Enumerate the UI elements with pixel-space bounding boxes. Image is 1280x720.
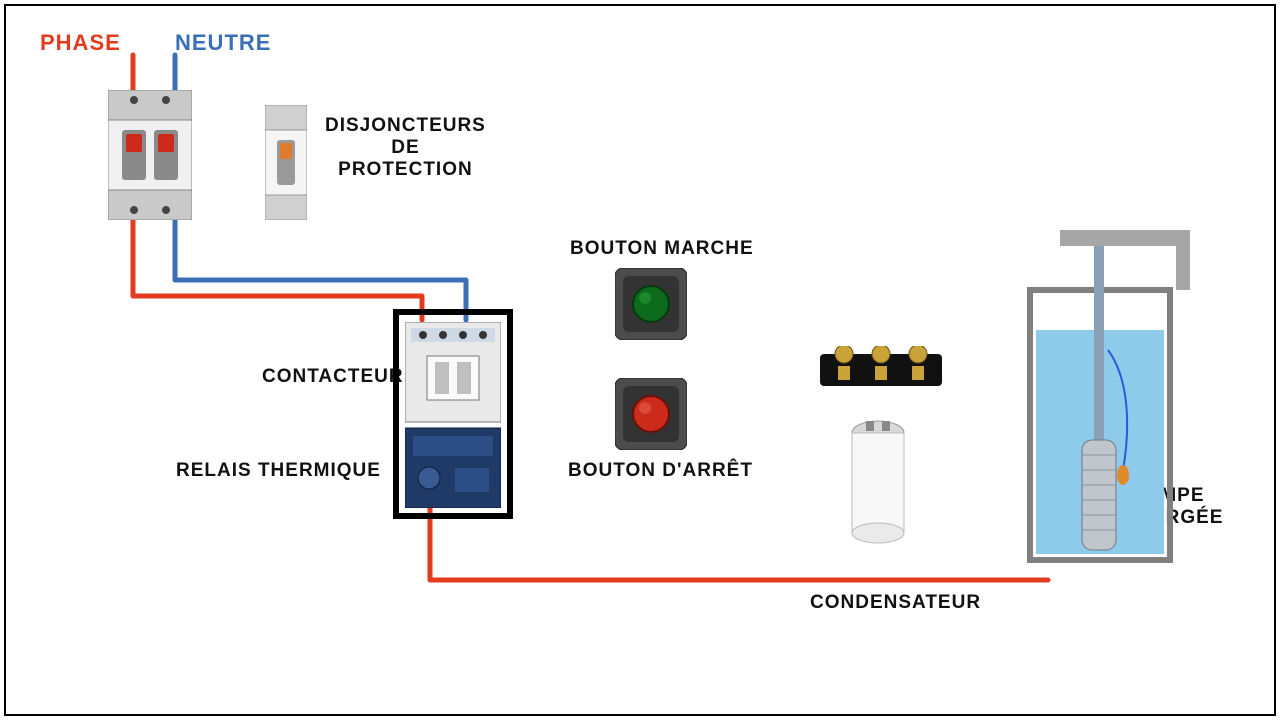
contacteur-label: CONTACTEUR bbox=[262, 366, 404, 388]
aux-breaker bbox=[265, 105, 307, 220]
stop-button[interactable] bbox=[615, 378, 687, 450]
relais-label: RELAIS THERMIQUE bbox=[176, 460, 381, 482]
terminal-block bbox=[820, 346, 942, 386]
disjoncteurs-label: DISJONCTEURS DE PROTECTION bbox=[325, 115, 486, 181]
neutral-label: NEUTRE bbox=[175, 30, 271, 56]
phase-label: PHASE bbox=[40, 30, 121, 56]
capacitor bbox=[848, 415, 908, 545]
bouton-arret-label: BOUTON D'ARRÊT bbox=[568, 460, 753, 482]
contactor-assembly bbox=[405, 322, 501, 508]
condensateur-label: CONDENSATEUR bbox=[810, 592, 981, 614]
main-breaker bbox=[108, 90, 192, 220]
start-button[interactable] bbox=[615, 268, 687, 340]
pump-tank bbox=[1020, 220, 1220, 570]
bouton-marche-label: BOUTON MARCHE bbox=[570, 238, 754, 260]
